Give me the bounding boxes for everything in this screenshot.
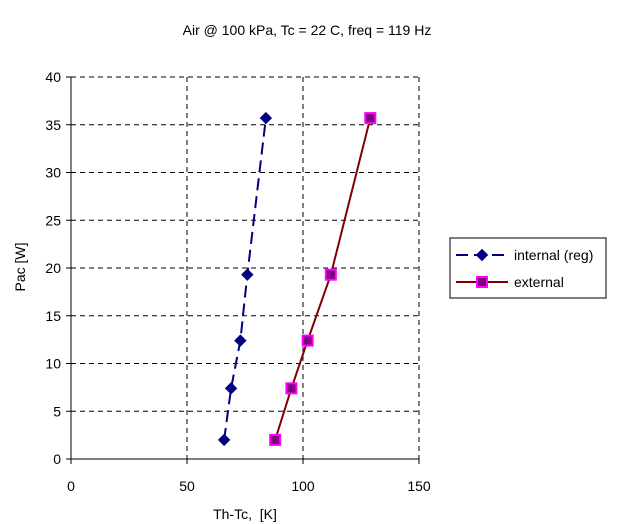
chart-title: Air @ 100 kPa, Tc = 22 C, freq = 119 Hz (183, 22, 432, 38)
y-tick-label: 30 (45, 165, 61, 181)
y-axis-label: Pac [W] (12, 242, 28, 291)
x-tick-label: 50 (179, 478, 195, 494)
series-group (217, 111, 377, 447)
axes (66, 76, 420, 464)
y-tick-label: 25 (45, 212, 61, 228)
x-tick-label: 100 (291, 478, 315, 494)
y-tick-label: 40 (45, 69, 61, 85)
y-tick-label: 20 (45, 260, 61, 276)
x-axis-label: Th-Tc, [K] (213, 506, 277, 522)
data-point (301, 334, 314, 347)
legend-label: internal (reg) (514, 247, 593, 263)
tick-labels: 0 5 10 15 20 25 30 35 40 0 50 100 150 (45, 69, 430, 494)
legend-marker (475, 248, 489, 262)
legend: internal (reg) external (449, 237, 607, 299)
data-point (285, 382, 298, 395)
data-point (259, 111, 273, 125)
y-tick-label: 10 (45, 356, 61, 372)
x-tick-label: 150 (407, 478, 431, 494)
y-tick-label: 35 (45, 117, 61, 133)
data-point (224, 382, 238, 395)
data-point (324, 268, 337, 281)
y-tick-label: 15 (45, 308, 61, 324)
data-point (269, 433, 282, 446)
y-tick-label: 0 (53, 451, 61, 467)
y-tick-label: 5 (53, 403, 61, 419)
data-point (234, 334, 247, 347)
legend-marker (476, 276, 488, 288)
grid (71, 76, 420, 459)
series-1 (217, 111, 273, 447)
series-2 (269, 112, 377, 446)
legend-label: external (514, 274, 564, 290)
data-point (241, 268, 254, 281)
data-point (364, 112, 377, 125)
data-point (217, 433, 231, 447)
x-tick-label: 0 (67, 478, 75, 494)
